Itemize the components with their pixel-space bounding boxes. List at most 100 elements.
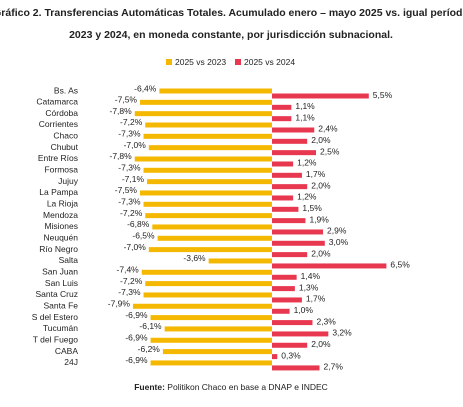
bar [272,365,320,371]
legend-label: 2025 vs 2024 [244,57,295,67]
value-label: 1,3% [299,282,319,292]
bar [272,206,299,212]
bar [150,315,272,321]
value-label: -7,5% [115,95,138,105]
bar [145,122,272,128]
bar [272,127,315,133]
bar [272,93,369,99]
bar [145,281,272,287]
bar [272,172,302,178]
bar [148,247,272,253]
chart-title: Gráfico 2. Transferencias Automáticas To… [0,7,463,19]
value-label: -7,3% [118,163,141,173]
value-label: 6,5% [390,260,410,270]
value-label: 2,0% [311,180,331,190]
value-label: -7,2% [120,276,143,286]
bar [143,133,272,139]
value-label: -7,0% [124,242,147,252]
bar [143,167,272,173]
category-label: Corrientes [39,119,78,129]
bar [272,308,290,314]
value-label: -7,2% [120,117,143,127]
category-label: Tucumán [43,323,78,333]
value-label: -6,2% [138,344,161,354]
value-label: 1,4% [301,271,321,281]
category-label: Salta [59,255,79,265]
value-label: 5,5% [373,90,393,100]
bar [132,303,272,309]
category-label: Córdoba [45,108,78,118]
value-label: -7,5% [115,185,138,195]
category-label: La Rioja [47,199,78,209]
value-label: 1,2% [297,192,317,202]
value-label: 3,0% [329,237,349,247]
value-label: -7,3% [118,197,141,207]
value-label: -6,9% [125,333,148,343]
bar [164,326,272,332]
value-label: -6,1% [139,321,162,331]
bar [272,116,292,122]
bar [148,145,272,151]
category-label: Formosa [44,165,78,175]
value-label: 1,1% [295,112,315,122]
value-label: 2,3% [316,316,336,326]
value-label: 1,9% [309,214,329,224]
bar [150,337,272,343]
value-label: 1,1% [295,101,315,111]
value-label: 2,7% [324,362,344,372]
category-label: Misiones [44,221,78,231]
bar [272,342,308,348]
category-label: Jujuy [58,176,79,186]
value-label: -7,4% [117,265,140,275]
category-label: San Juan [42,267,78,277]
value-label: -7,2% [120,208,143,218]
bar [272,229,324,235]
category-label: Catamarca [36,97,78,107]
bar [272,240,325,246]
bar [272,354,278,360]
legend-swatch [235,59,241,65]
value-label: 0,3% [281,350,301,360]
source-label: Fuente: [134,382,165,392]
category-label: CABA [55,346,78,356]
value-label: 3,2% [332,328,352,338]
value-label: -6,4% [134,83,157,93]
chart-title: 2023 y 2024, en moneda constante, por ju… [69,29,393,41]
value-label: 1,7% [306,294,326,304]
bar [272,184,308,190]
bar [272,263,387,269]
value-label: 2,0% [311,339,331,349]
value-label: 2,0% [311,248,331,258]
value-label: -3,6% [183,253,206,263]
value-label: -6,9% [125,355,148,365]
value-label: -6,8% [127,219,150,229]
bar [134,111,272,117]
bar [272,274,297,280]
bar [159,88,272,94]
bar [272,331,329,337]
value-label: 1,2% [297,158,317,168]
bar [150,360,272,366]
category-label: La Pampa [39,187,78,197]
category-label: Neuquén [43,233,78,243]
category-label: S del Estero [32,312,79,322]
bar [272,297,302,303]
value-label: 1,5% [302,203,322,213]
bar [272,150,316,156]
value-label: 2,4% [318,124,338,134]
bar [140,99,272,105]
category-label: Bs. As [54,85,78,95]
bar [143,201,272,207]
category-label: Santa Cruz [35,289,78,299]
bar [147,179,272,185]
category-label: T del Fuego [33,335,78,345]
bar [162,349,272,355]
value-label: -7,3% [118,129,141,139]
bar [272,252,308,258]
category-label: Santa Fe [44,301,79,311]
bar [141,269,272,275]
value-label: 1,7% [306,169,326,179]
bar [272,138,308,144]
bar [272,161,294,167]
legend-label: 2025 vs 2023 [175,57,226,67]
